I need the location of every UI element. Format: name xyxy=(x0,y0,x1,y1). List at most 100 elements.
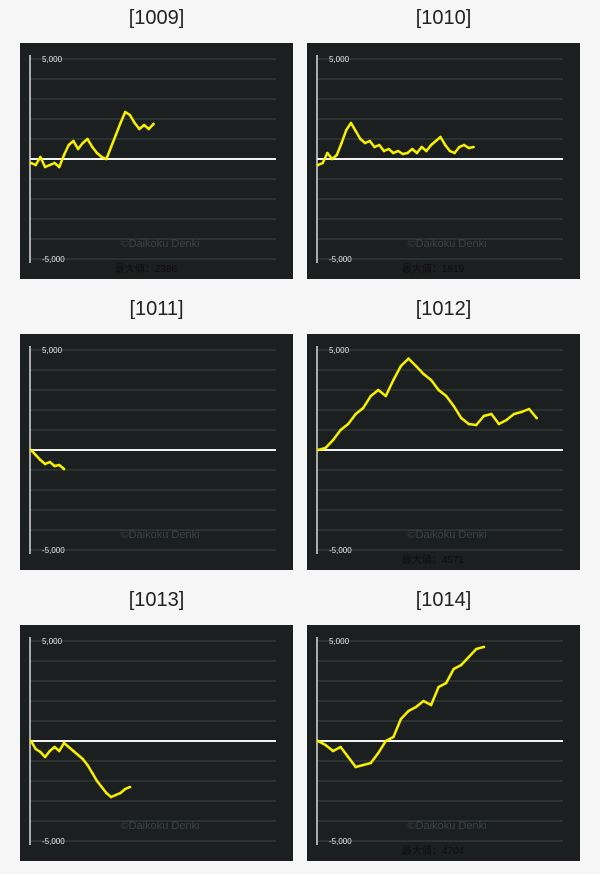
data-point xyxy=(368,139,372,143)
data-point xyxy=(354,412,357,416)
data-point xyxy=(34,747,38,751)
data-point xyxy=(109,145,113,149)
data-point xyxy=(114,133,118,137)
chart-plot: 5,000 -5,000 ©Daikoku Denki 最大値：4704 xyxy=(307,625,580,861)
data-point xyxy=(387,147,390,151)
data-point xyxy=(414,364,418,368)
data-point xyxy=(34,163,38,167)
data-point xyxy=(123,110,127,114)
data-point xyxy=(109,795,113,799)
data-point xyxy=(392,735,395,739)
chart-title: [1009] xyxy=(128,7,185,29)
data-point xyxy=(81,757,85,761)
data-point xyxy=(100,155,103,159)
chart-plot: 5,000 -5,000 ©Daikoku Denki xyxy=(20,334,293,570)
data-point xyxy=(72,749,75,753)
series-line xyxy=(316,121,475,167)
data-point xyxy=(396,149,400,153)
data-point xyxy=(422,372,425,376)
data-point xyxy=(349,121,353,125)
data-point xyxy=(520,410,523,414)
data-point xyxy=(467,146,471,150)
series-line xyxy=(316,645,486,769)
chart-svg: 5,000 -5,000 ©Daikoku Denki xyxy=(29,346,276,555)
data-point xyxy=(48,749,52,753)
data-point xyxy=(128,785,132,789)
data-point xyxy=(123,787,127,791)
chart-svg: 5,000 -5,000 ©Daikoku Denki 最大値：4704 xyxy=(316,637,563,857)
data-point xyxy=(401,152,405,156)
data-point xyxy=(339,428,342,432)
data-point xyxy=(422,699,425,703)
data-point xyxy=(29,161,33,165)
data-point xyxy=(316,448,320,452)
data-point xyxy=(475,647,478,651)
data-point xyxy=(321,161,325,165)
data-point xyxy=(335,153,339,157)
y-tick-label: 5,000 xyxy=(329,637,350,646)
data-point xyxy=(414,705,418,709)
data-point xyxy=(152,122,155,126)
data-point xyxy=(62,467,66,471)
data-point xyxy=(452,667,455,671)
data-point xyxy=(452,404,455,408)
data-point xyxy=(369,394,373,398)
data-point xyxy=(72,139,75,143)
chart-svg: 5,000 -5,000 ©Daikoku Denki 最大値：1819 xyxy=(316,55,563,275)
data-point xyxy=(444,394,448,398)
data-point xyxy=(377,388,380,392)
watermark-text: ©Daikoku Denki xyxy=(407,238,486,250)
data-point xyxy=(39,750,42,754)
data-point xyxy=(346,755,350,759)
data-point xyxy=(330,157,334,161)
data-point xyxy=(448,149,452,153)
data-point xyxy=(316,163,320,167)
data-point xyxy=(361,406,365,410)
data-point xyxy=(39,458,42,462)
data-point xyxy=(377,751,380,755)
data-point xyxy=(429,143,433,147)
data-point xyxy=(392,151,395,155)
data-point xyxy=(373,145,376,149)
data-point xyxy=(48,460,52,464)
data-point xyxy=(76,147,80,151)
chart-title: [1012] xyxy=(415,298,472,320)
data-point xyxy=(505,418,508,422)
chart-svg: 5,000 -5,000 ©Daikoku Denki 最大値：4571 xyxy=(316,346,563,566)
data-point xyxy=(53,464,56,468)
data-point xyxy=(29,739,33,743)
data-point xyxy=(133,121,136,125)
data-point xyxy=(535,416,538,420)
data-point xyxy=(138,127,141,131)
data-point xyxy=(86,763,89,767)
data-point xyxy=(363,141,367,145)
data-point xyxy=(142,123,146,127)
y-tick-label: -5,000 xyxy=(42,546,65,555)
data-point xyxy=(453,151,456,155)
chart-plot: 5,000 -5,000 ©Daikoku Denki xyxy=(20,625,293,861)
data-point xyxy=(434,139,438,143)
data-point xyxy=(459,416,463,420)
data-point xyxy=(407,709,410,713)
data-point xyxy=(472,145,475,149)
y-tick-label: 5,000 xyxy=(329,55,350,64)
y-tick-label: -5,000 xyxy=(329,546,352,555)
chart-title: [1010] xyxy=(415,7,472,29)
watermark-text: ©Daikoku Denki xyxy=(407,820,486,832)
data-point xyxy=(467,422,471,426)
data-point xyxy=(377,143,381,147)
data-point xyxy=(39,155,42,159)
data-point xyxy=(95,779,99,783)
data-point xyxy=(462,143,466,147)
data-point xyxy=(437,685,440,689)
chart-title: [1011] xyxy=(129,298,184,320)
y-tick-label: -5,000 xyxy=(329,837,352,846)
data-point xyxy=(482,645,486,649)
y-tick-label: 5,000 xyxy=(42,637,63,646)
data-point xyxy=(100,785,103,789)
y-tick-label: 5,000 xyxy=(329,346,350,355)
data-point xyxy=(316,739,320,743)
data-point xyxy=(53,161,56,165)
data-point xyxy=(48,163,52,167)
data-point xyxy=(354,765,357,769)
